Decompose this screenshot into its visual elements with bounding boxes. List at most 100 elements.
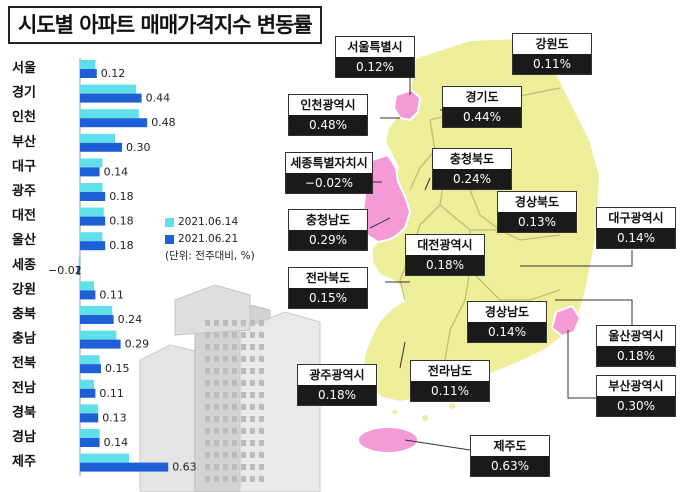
building-window	[241, 440, 246, 446]
bar-series1	[80, 355, 100, 365]
building-window	[259, 416, 264, 422]
region-value: −0.02%	[286, 173, 372, 193]
value-label: 0.13	[102, 411, 127, 424]
category-label: 경기	[12, 85, 36, 101]
building-window	[223, 404, 228, 410]
building-window	[214, 356, 219, 362]
building-window	[214, 428, 219, 434]
bar-series1	[80, 109, 139, 119]
building-window	[214, 368, 219, 374]
map-label-sejong: 세종특별자치시 −0.02%	[285, 152, 373, 194]
building-window	[250, 452, 255, 458]
bar-series1	[80, 207, 104, 217]
apartment-buildings-illustration	[139, 284, 321, 492]
legend-unit-text: (단위: 전주대비, %)	[165, 250, 255, 262]
building-window	[214, 344, 219, 350]
bar-series1	[80, 330, 117, 340]
bar-series2	[80, 388, 96, 398]
bar-series1	[80, 281, 94, 291]
region-value: 0.14%	[597, 228, 675, 248]
building-window	[232, 440, 237, 446]
region-name: 대구광역시	[597, 208, 675, 228]
building-window	[250, 320, 255, 326]
value-label: 0.30	[126, 141, 151, 154]
region-value: 0.29%	[289, 230, 367, 250]
category-label: 세종	[12, 258, 36, 273]
building-window	[205, 452, 210, 458]
building-window	[250, 356, 255, 362]
value-label: 0.63	[172, 461, 197, 474]
building-window	[214, 332, 219, 338]
bar-series2	[80, 438, 100, 447]
value-label: 0.12	[101, 67, 126, 80]
building-window	[214, 452, 219, 458]
bar-series1	[78, 256, 81, 266]
value-label: 0.18	[109, 215, 134, 228]
map-label-gyeongnam: 경상남도 0.14%	[467, 301, 547, 343]
building-window	[241, 476, 246, 482]
bar-chart: 서울 0.12 경기 0.44 인천 0.48 부산 0.30 대구 0.14 광주 0.18 대전 0.…	[12, 58, 197, 477]
map-label-seoul: 서울특별시 0.12%	[335, 36, 415, 78]
building-window	[223, 392, 228, 398]
building-window	[259, 356, 264, 362]
building-window	[259, 380, 264, 386]
bar-series1	[80, 133, 115, 143]
bar-series2	[80, 142, 122, 152]
legend-swatch-cyan	[165, 218, 174, 227]
region-value: 0.18%	[298, 385, 376, 405]
category-label: 제주	[12, 455, 36, 470]
bar-series1	[80, 84, 136, 94]
bar-series2	[80, 167, 100, 177]
region-value: 0.18%	[597, 346, 675, 366]
building-window	[241, 344, 246, 350]
map-label-gangwon: 강원도 0.11%	[512, 33, 592, 75]
bar-series2	[80, 216, 106, 226]
bar-series1	[80, 158, 103, 168]
building-window	[214, 392, 219, 398]
building-window	[250, 392, 255, 398]
region-value: 0.24%	[433, 169, 511, 189]
building-window	[250, 428, 255, 434]
bar-series2	[80, 118, 148, 128]
value-label: 0.18	[109, 190, 134, 203]
bar-series2	[80, 364, 101, 374]
bar-series1	[80, 379, 94, 389]
building-window	[223, 440, 228, 446]
building-window	[250, 476, 255, 482]
building-window	[259, 440, 264, 446]
value-label: 0.14	[104, 165, 129, 178]
category-label: 울산	[12, 232, 36, 248]
bar-series2	[80, 69, 97, 78]
value-label: 0.11	[99, 387, 124, 400]
map-label-gyeonggi: 경기도 0.44%	[442, 86, 522, 128]
building-window	[223, 344, 228, 350]
category-label: 충남	[12, 331, 36, 347]
map-label-gyeongbuk: 경상북도 0.13%	[497, 191, 577, 233]
building-window	[241, 428, 246, 434]
value-label: 0.48	[151, 116, 176, 129]
building-window	[241, 464, 246, 470]
building-window	[232, 356, 237, 362]
region-value: 0.11%	[513, 54, 591, 74]
building-window	[241, 404, 246, 410]
building-window	[232, 416, 237, 422]
category-label: 부산	[12, 134, 36, 150]
value-label: 0.24	[118, 313, 143, 326]
bar-series2	[77, 265, 80, 275]
building-window	[232, 332, 237, 338]
map-label-daejeon: 대전광역시 0.18%	[405, 234, 485, 276]
building-window	[241, 320, 246, 326]
building-window	[205, 344, 210, 350]
building-window	[259, 476, 264, 482]
building-window	[214, 404, 219, 410]
region-name: 경기도	[443, 87, 521, 107]
building-window	[250, 404, 255, 410]
building-window	[232, 392, 237, 398]
building-window	[259, 368, 264, 374]
region-name: 충청북도	[433, 149, 511, 169]
building-window	[232, 368, 237, 374]
chart-legend: 2021.06.14 2021.06.21 (단위: 전주대비, %)	[165, 214, 255, 265]
value-label: 0.15	[105, 362, 130, 375]
building-window	[241, 368, 246, 374]
